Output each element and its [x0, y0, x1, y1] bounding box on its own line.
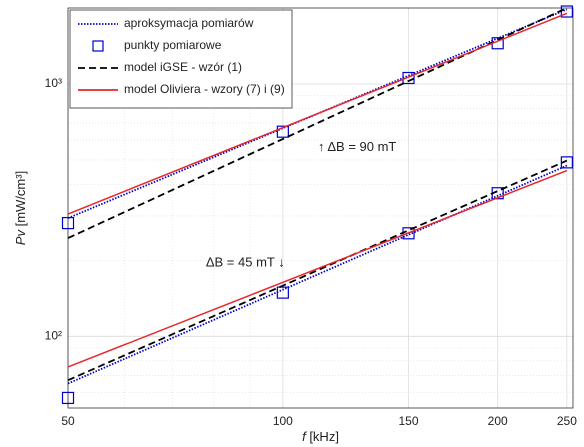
legend-label: aproksymacja pomiarów	[124, 16, 254, 30]
y-tick-label: 10²	[45, 329, 62, 343]
legend-label: punkty pomiarowe	[124, 38, 222, 52]
legend-label: model iGSE - wzór (1)	[124, 60, 242, 74]
x-axis-unit: [kHz]	[309, 429, 339, 444]
legend-swatch	[92, 40, 104, 52]
axes-frame	[67, 7, 574, 409]
y-axis-unit: [mW/cm³]	[13, 171, 28, 227]
data-point	[276, 125, 289, 138]
x-tick-label: 50	[61, 414, 75, 428]
data-point	[402, 71, 415, 85]
annotation: ↑ ΔB = 90 mT	[318, 139, 396, 154]
y-axis-var: Pv	[13, 229, 28, 246]
series-line	[67, 169, 568, 368]
series-line	[67, 12, 568, 215]
data-point	[61, 391, 75, 405]
x-tick-label: 200	[488, 414, 508, 428]
x-tick-label: 150	[399, 414, 419, 428]
x-tick-label: 100	[273, 414, 293, 428]
series-line	[67, 159, 568, 382]
series-line	[67, 164, 568, 385]
legend-box	[69, 9, 293, 109]
x-tick-label: 250	[557, 414, 577, 428]
x-axis-label: f [kHz]	[302, 429, 339, 444]
annotation: ΔB = 45 mT ↓	[206, 255, 285, 270]
y-axis-label: Pv [mW/cm³]	[13, 171, 28, 245]
data-point	[276, 286, 289, 299]
y-tick-label: 10³	[45, 76, 62, 90]
x-axis-var: f	[302, 429, 307, 444]
data-point	[61, 216, 75, 230]
legend: aproksymacja pomiarów punkty pomiarowe mod…	[69, 9, 293, 109]
legend-label: model Oliviera - wzory (7) i (9)	[124, 82, 285, 96]
